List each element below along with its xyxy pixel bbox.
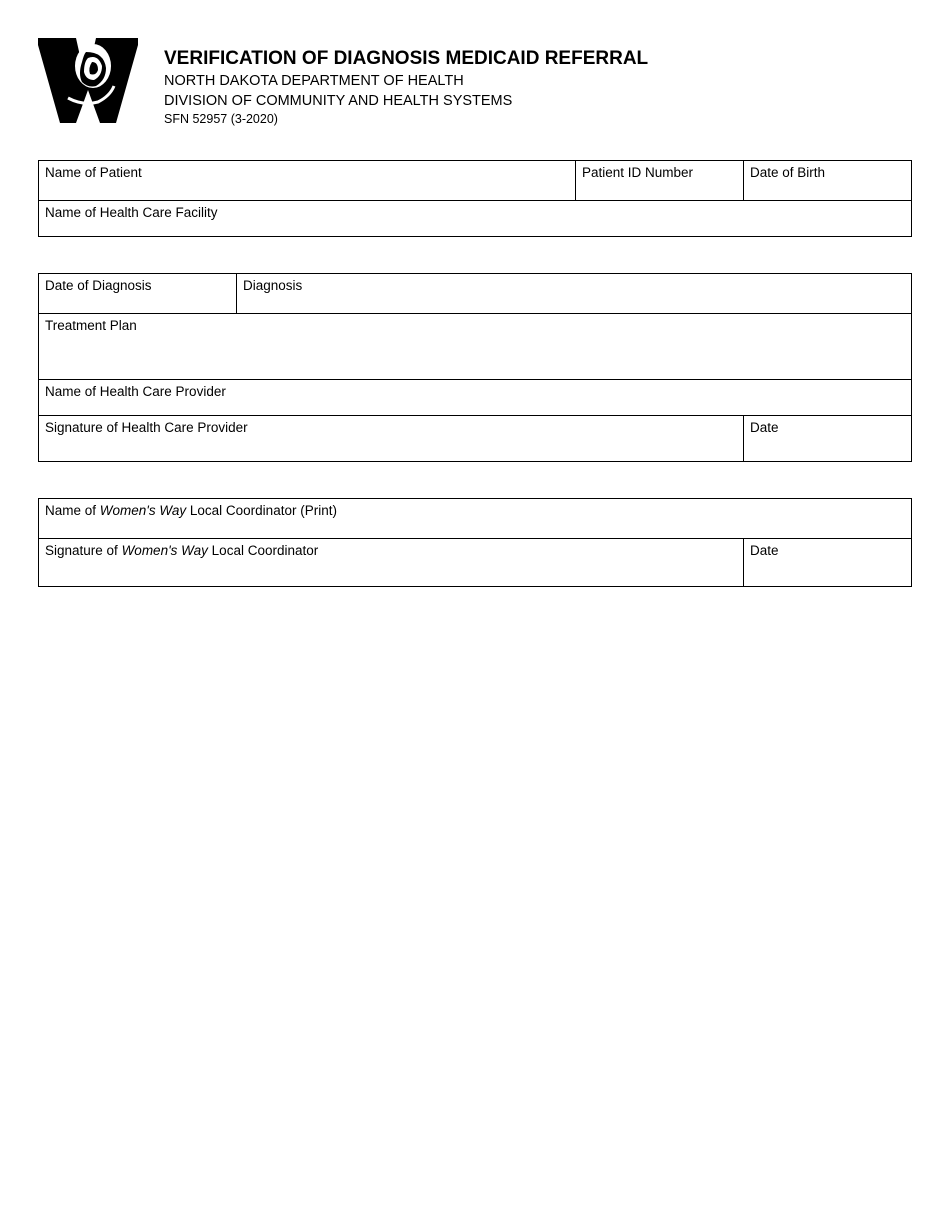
field-facility-name[interactable]: Name of Health Care Facility [39,201,912,237]
header-text: VERIFICATION OF DIAGNOSIS MEDICAID REFER… [164,38,648,126]
diagnosis-label: Diagnosis [243,278,905,293]
section-patient-info: Name of Patient Patient ID Number Date o… [38,160,912,237]
provider-name-label: Name of Health Care Provider [45,384,905,399]
dob-label: Date of Birth [750,165,905,180]
coordinator-date-label: Date [750,543,905,558]
form-title: VERIFICATION OF DIAGNOSIS MEDICAID REFER… [164,48,648,70]
patient-id-label: Patient ID Number [582,165,737,180]
field-coordinator-name[interactable]: Name of Women's Way Local Coordinator (P… [39,499,912,539]
field-provider-name[interactable]: Name of Health Care Provider [39,380,912,416]
field-provider-date[interactable]: Date [744,416,912,462]
field-diagnosis-date[interactable]: Date of Diagnosis [39,274,237,314]
header: VERIFICATION OF DIAGNOSIS MEDICAID REFER… [38,38,912,126]
field-patient-name[interactable]: Name of Patient [39,161,576,201]
field-coordinator-date[interactable]: Date [744,539,912,587]
division-name: DIVISION OF COMMUNITY AND HEALTH SYSTEMS [164,92,648,112]
logo-womens-way [38,38,138,123]
form-number: SFN 52957 (3-2020) [164,112,648,126]
field-diagnosis[interactable]: Diagnosis [237,274,912,314]
treatment-plan-label: Treatment Plan [45,318,905,333]
field-dob[interactable]: Date of Birth [744,161,912,201]
section-coordinator: Name of Women's Way Local Coordinator (P… [38,498,912,587]
provider-signature-label: Signature of Health Care Provider [45,420,737,435]
field-patient-id[interactable]: Patient ID Number [576,161,744,201]
coordinator-signature-label: Signature of Women's Way Local Coordinat… [45,543,737,558]
field-provider-signature[interactable]: Signature of Health Care Provider [39,416,744,462]
section-diagnosis: Date of Diagnosis Diagnosis Treatment Pl… [38,273,912,462]
facility-label: Name of Health Care Facility [45,205,905,220]
field-coordinator-signature[interactable]: Signature of Women's Way Local Coordinat… [39,539,744,587]
coordinator-name-label: Name of Women's Way Local Coordinator (P… [45,503,905,518]
provider-date-label: Date [750,420,905,435]
diagnosis-date-label: Date of Diagnosis [45,278,230,293]
patient-name-label: Name of Patient [45,165,569,180]
dept-name: NORTH DAKOTA DEPARTMENT OF HEALTH [164,72,648,92]
field-treatment-plan[interactable]: Treatment Plan [39,314,912,380]
